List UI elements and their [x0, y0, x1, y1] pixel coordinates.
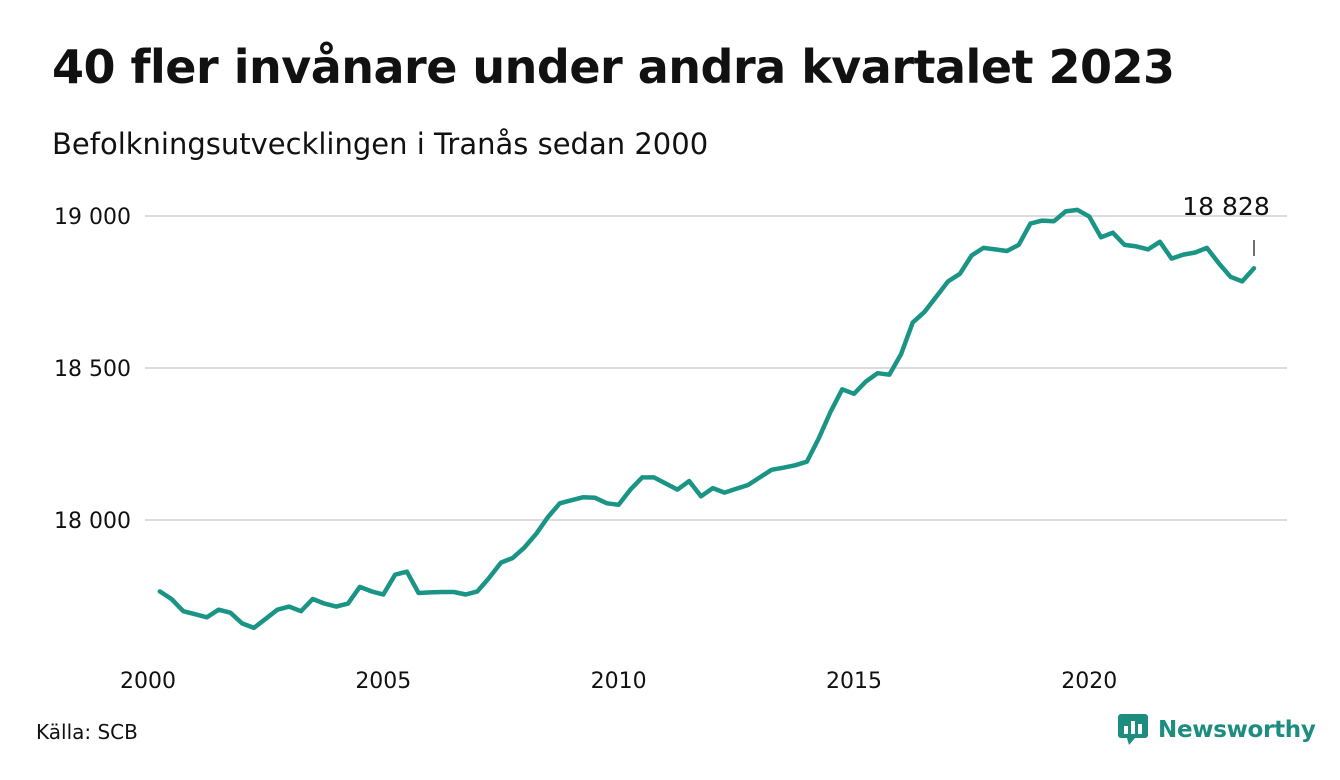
x-tick-label: 2010 [591, 669, 647, 694]
source-note: Källa: SCB [36, 720, 138, 744]
x-tick-label: 2015 [826, 669, 882, 694]
x-tick-label: 2005 [355, 669, 411, 694]
newsworthy-logo[interactable]: Newsworthy [1118, 714, 1316, 746]
y-tick-label: 19 000 [54, 205, 131, 230]
y-tick-label: 18 500 [54, 357, 131, 382]
chart-title: 40 fler invånare under andra kvartalet 2… [52, 40, 1175, 94]
newsworthy-logo-text: Newsworthy [1158, 717, 1316, 743]
series-line [157, 207, 1257, 631]
grid-lines [145, 215, 1287, 521]
y-tick-label: 18 000 [54, 509, 131, 534]
x-tick-label: 2020 [1061, 669, 1117, 694]
x-tick-label: 2000 [120, 669, 176, 694]
newsworthy-logo-icon [1118, 714, 1148, 745]
chart-subtitle: Befolkningsutvecklingen i Tranås sedan 2… [52, 127, 709, 161]
end-annotation: 18 828 [1182, 192, 1270, 256]
series-group [157, 207, 1257, 631]
y-axis-ticks: 18 000 18 500 19 000 [54, 205, 131, 534]
x-axis-ticks: 2000 2005 2010 2015 2020 [120, 669, 1117, 694]
end-value-label: 18 828 [1182, 192, 1269, 221]
